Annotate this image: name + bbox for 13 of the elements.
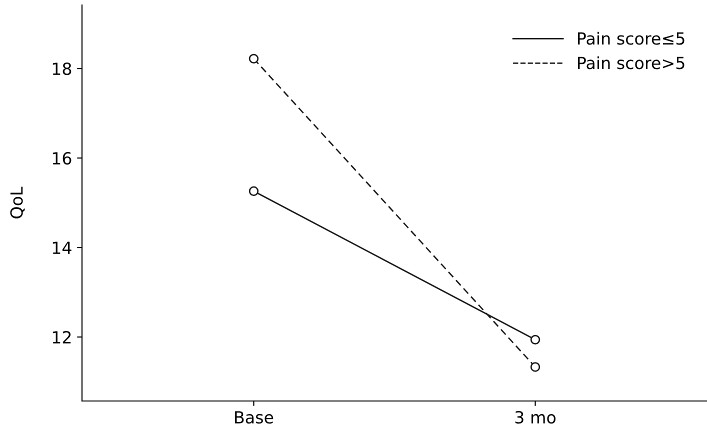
y-tick-label: 14	[52, 242, 72, 254]
y-tick-label: 16	[52, 152, 72, 165]
x-tick-label: Base	[235, 411, 274, 424]
y-tick-label: 18	[52, 62, 72, 76]
legend-label: Pain score>5	[578, 56, 684, 70]
x-tick-label: 3 mo	[515, 411, 556, 424]
point	[248, 186, 259, 196]
y-tick-label: 12	[52, 330, 71, 344]
legend-label: Pain score≤5	[578, 32, 684, 45]
point	[530, 334, 540, 345]
point	[530, 362, 540, 372]
point	[248, 54, 259, 64]
y-axis-title: QoL	[10, 186, 25, 218]
